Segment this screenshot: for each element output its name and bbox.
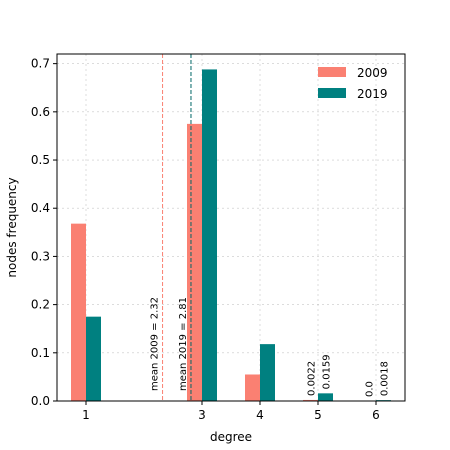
bar-value-label-2019-degree-6: 0.0018 bbox=[380, 361, 391, 396]
x-tick-label: 5 bbox=[314, 408, 322, 422]
bar-2009-degree-1[interactable] bbox=[71, 223, 86, 401]
bar-2009-degree-5[interactable] bbox=[303, 399, 318, 401]
x-tick-label: 3 bbox=[198, 408, 206, 422]
x-tick-label: 4 bbox=[256, 408, 264, 422]
legend-label-2019: 2019 bbox=[357, 87, 388, 101]
bar-2019-degree-1[interactable] bbox=[86, 316, 101, 401]
y-tick-label: 0.0 bbox=[31, 394, 50, 408]
x-tick-label: 6 bbox=[372, 408, 380, 422]
bar-2009-degree-4[interactable] bbox=[245, 374, 260, 401]
y-tick-label: 0.3 bbox=[31, 249, 50, 263]
y-tick-label: 0.7 bbox=[31, 57, 50, 71]
legend-label-2009: 2009 bbox=[357, 66, 388, 80]
x-tick-label: 1 bbox=[82, 408, 90, 422]
y-tick-label: 0.2 bbox=[31, 298, 50, 312]
bar-2019-degree-4[interactable] bbox=[260, 344, 275, 401]
legend-swatch-2019 bbox=[318, 88, 346, 98]
y-tick-label: 0.5 bbox=[31, 153, 50, 167]
bar-2019-degree-5[interactable] bbox=[318, 393, 333, 401]
bar-value-label-2009-degree-6: 0.0 bbox=[365, 381, 376, 397]
mean-label-0: mean 2009 = 2.32 bbox=[150, 297, 161, 391]
legend-swatch-2009 bbox=[318, 67, 346, 77]
bar-2009-degree-3[interactable] bbox=[187, 123, 202, 401]
bar-value-label-2019-degree-5: 0.0159 bbox=[322, 354, 333, 389]
y-tick-label: 0.1 bbox=[31, 346, 50, 360]
plot-frame bbox=[56, 53, 406, 402]
mean-label-1: mean 2019 = 2.81 bbox=[178, 297, 189, 391]
y-tick-label: 0.6 bbox=[31, 105, 50, 119]
y-axis-label: nodes frequency bbox=[5, 177, 19, 277]
y-tick-label: 0.4 bbox=[31, 201, 50, 215]
bar-value-label-2009-degree-5: 0.0022 bbox=[307, 361, 318, 396]
x-axis-label: degree bbox=[210, 430, 252, 444]
bar-2019-degree-3[interactable] bbox=[202, 69, 217, 401]
